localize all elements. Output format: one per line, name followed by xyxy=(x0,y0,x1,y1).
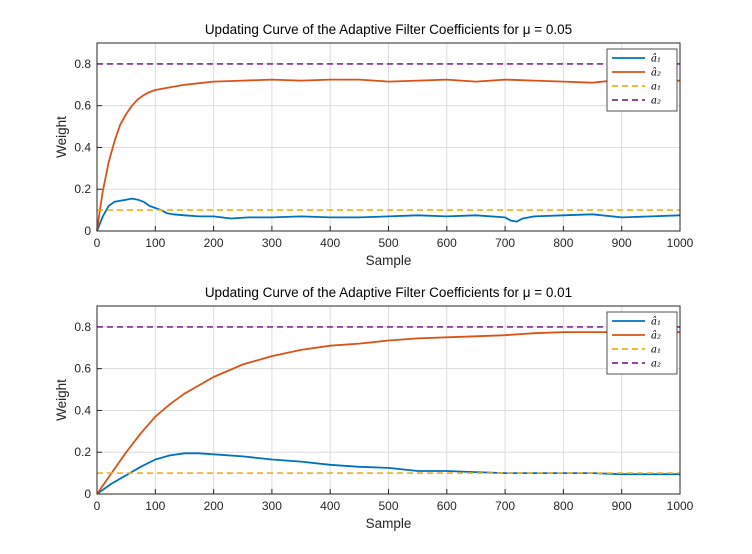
x-tick-label: 200 xyxy=(204,499,224,513)
legend: â₁ â₂ a₁ a₂ xyxy=(606,48,678,112)
chart-panel-1: 0 100 200 300 400 500 600 700 800 900 1000 0 0.2 0.4 0… xyxy=(54,22,694,268)
x-tick-label: 500 xyxy=(378,499,398,513)
x-tick-label: 700 xyxy=(495,236,515,250)
chart-panel-2: 0 100 200 300 400 500 600 700 800 900 1000 0 0.2 0.4 0… xyxy=(54,285,694,531)
x-tick-label: 1000 xyxy=(667,499,694,513)
legend-label-3: a₁ xyxy=(651,345,661,356)
x-axis-label: Sample xyxy=(366,253,412,268)
x-tick-label: 300 xyxy=(262,499,282,513)
legend-label-1: â₁ xyxy=(651,54,661,65)
x-tick-label: 400 xyxy=(320,236,340,250)
x-tick-label: 400 xyxy=(320,499,340,513)
legend-label-2: â₂ xyxy=(651,331,661,342)
y-tick-label: 0.8 xyxy=(74,57,91,71)
legend-label-3: a₁ xyxy=(651,82,661,93)
axes-box xyxy=(96,42,681,232)
x-tick-label: 800 xyxy=(553,499,573,513)
legend-label-1: â₁ xyxy=(651,317,661,328)
x-tick-label: 500 xyxy=(378,236,398,250)
x-tick-label: 1000 xyxy=(667,236,694,250)
x-tick-label: 900 xyxy=(612,499,632,513)
x-axis-label: Sample xyxy=(366,516,412,531)
y-tick-label: 0 xyxy=(84,224,91,238)
y-tick-label: 0.6 xyxy=(74,362,91,376)
legend: â₁ â₂ a₁ a₂ xyxy=(606,311,678,375)
x-tick-label: 100 xyxy=(145,236,165,250)
x-tick-label: 600 xyxy=(437,499,457,513)
x-tick-label: 700 xyxy=(495,499,515,513)
y-tick-label: 0.2 xyxy=(74,445,91,459)
y-tick-label: 0.4 xyxy=(74,403,91,417)
chart-title: Updating Curve of the Adaptive Filter Co… xyxy=(205,285,572,300)
legend-label-4: a₂ xyxy=(651,359,661,370)
x-tick-label: 600 xyxy=(437,236,457,250)
y-axis-label: Weight xyxy=(54,379,69,421)
chart-title: Updating Curve of the Adaptive Filter Co… xyxy=(205,22,572,37)
x-tick-label: 100 xyxy=(145,499,165,513)
x-tick-label: 200 xyxy=(204,236,224,250)
legend-label-2: â₂ xyxy=(651,68,661,79)
x-tick-label: 800 xyxy=(553,236,573,250)
y-tick-label: 0.6 xyxy=(74,99,91,113)
x-tick-label: 0 xyxy=(94,236,101,250)
x-tick-label: 900 xyxy=(612,236,632,250)
legend-label-4: a₂ xyxy=(651,96,661,107)
y-tick-label: 0.8 xyxy=(74,320,91,334)
x-tick-label: 300 xyxy=(262,236,282,250)
axes-box xyxy=(96,305,681,495)
y-tick-label: 0.4 xyxy=(74,140,91,154)
series-line-2 xyxy=(96,331,680,495)
series-line-1 xyxy=(96,197,681,232)
y-tick-label: 0 xyxy=(84,487,91,501)
y-tick-label: 0.2 xyxy=(74,182,91,196)
y-axis-label: Weight xyxy=(54,116,69,158)
x-tick-label: 0 xyxy=(94,499,101,513)
series-line-2 xyxy=(96,78,681,232)
